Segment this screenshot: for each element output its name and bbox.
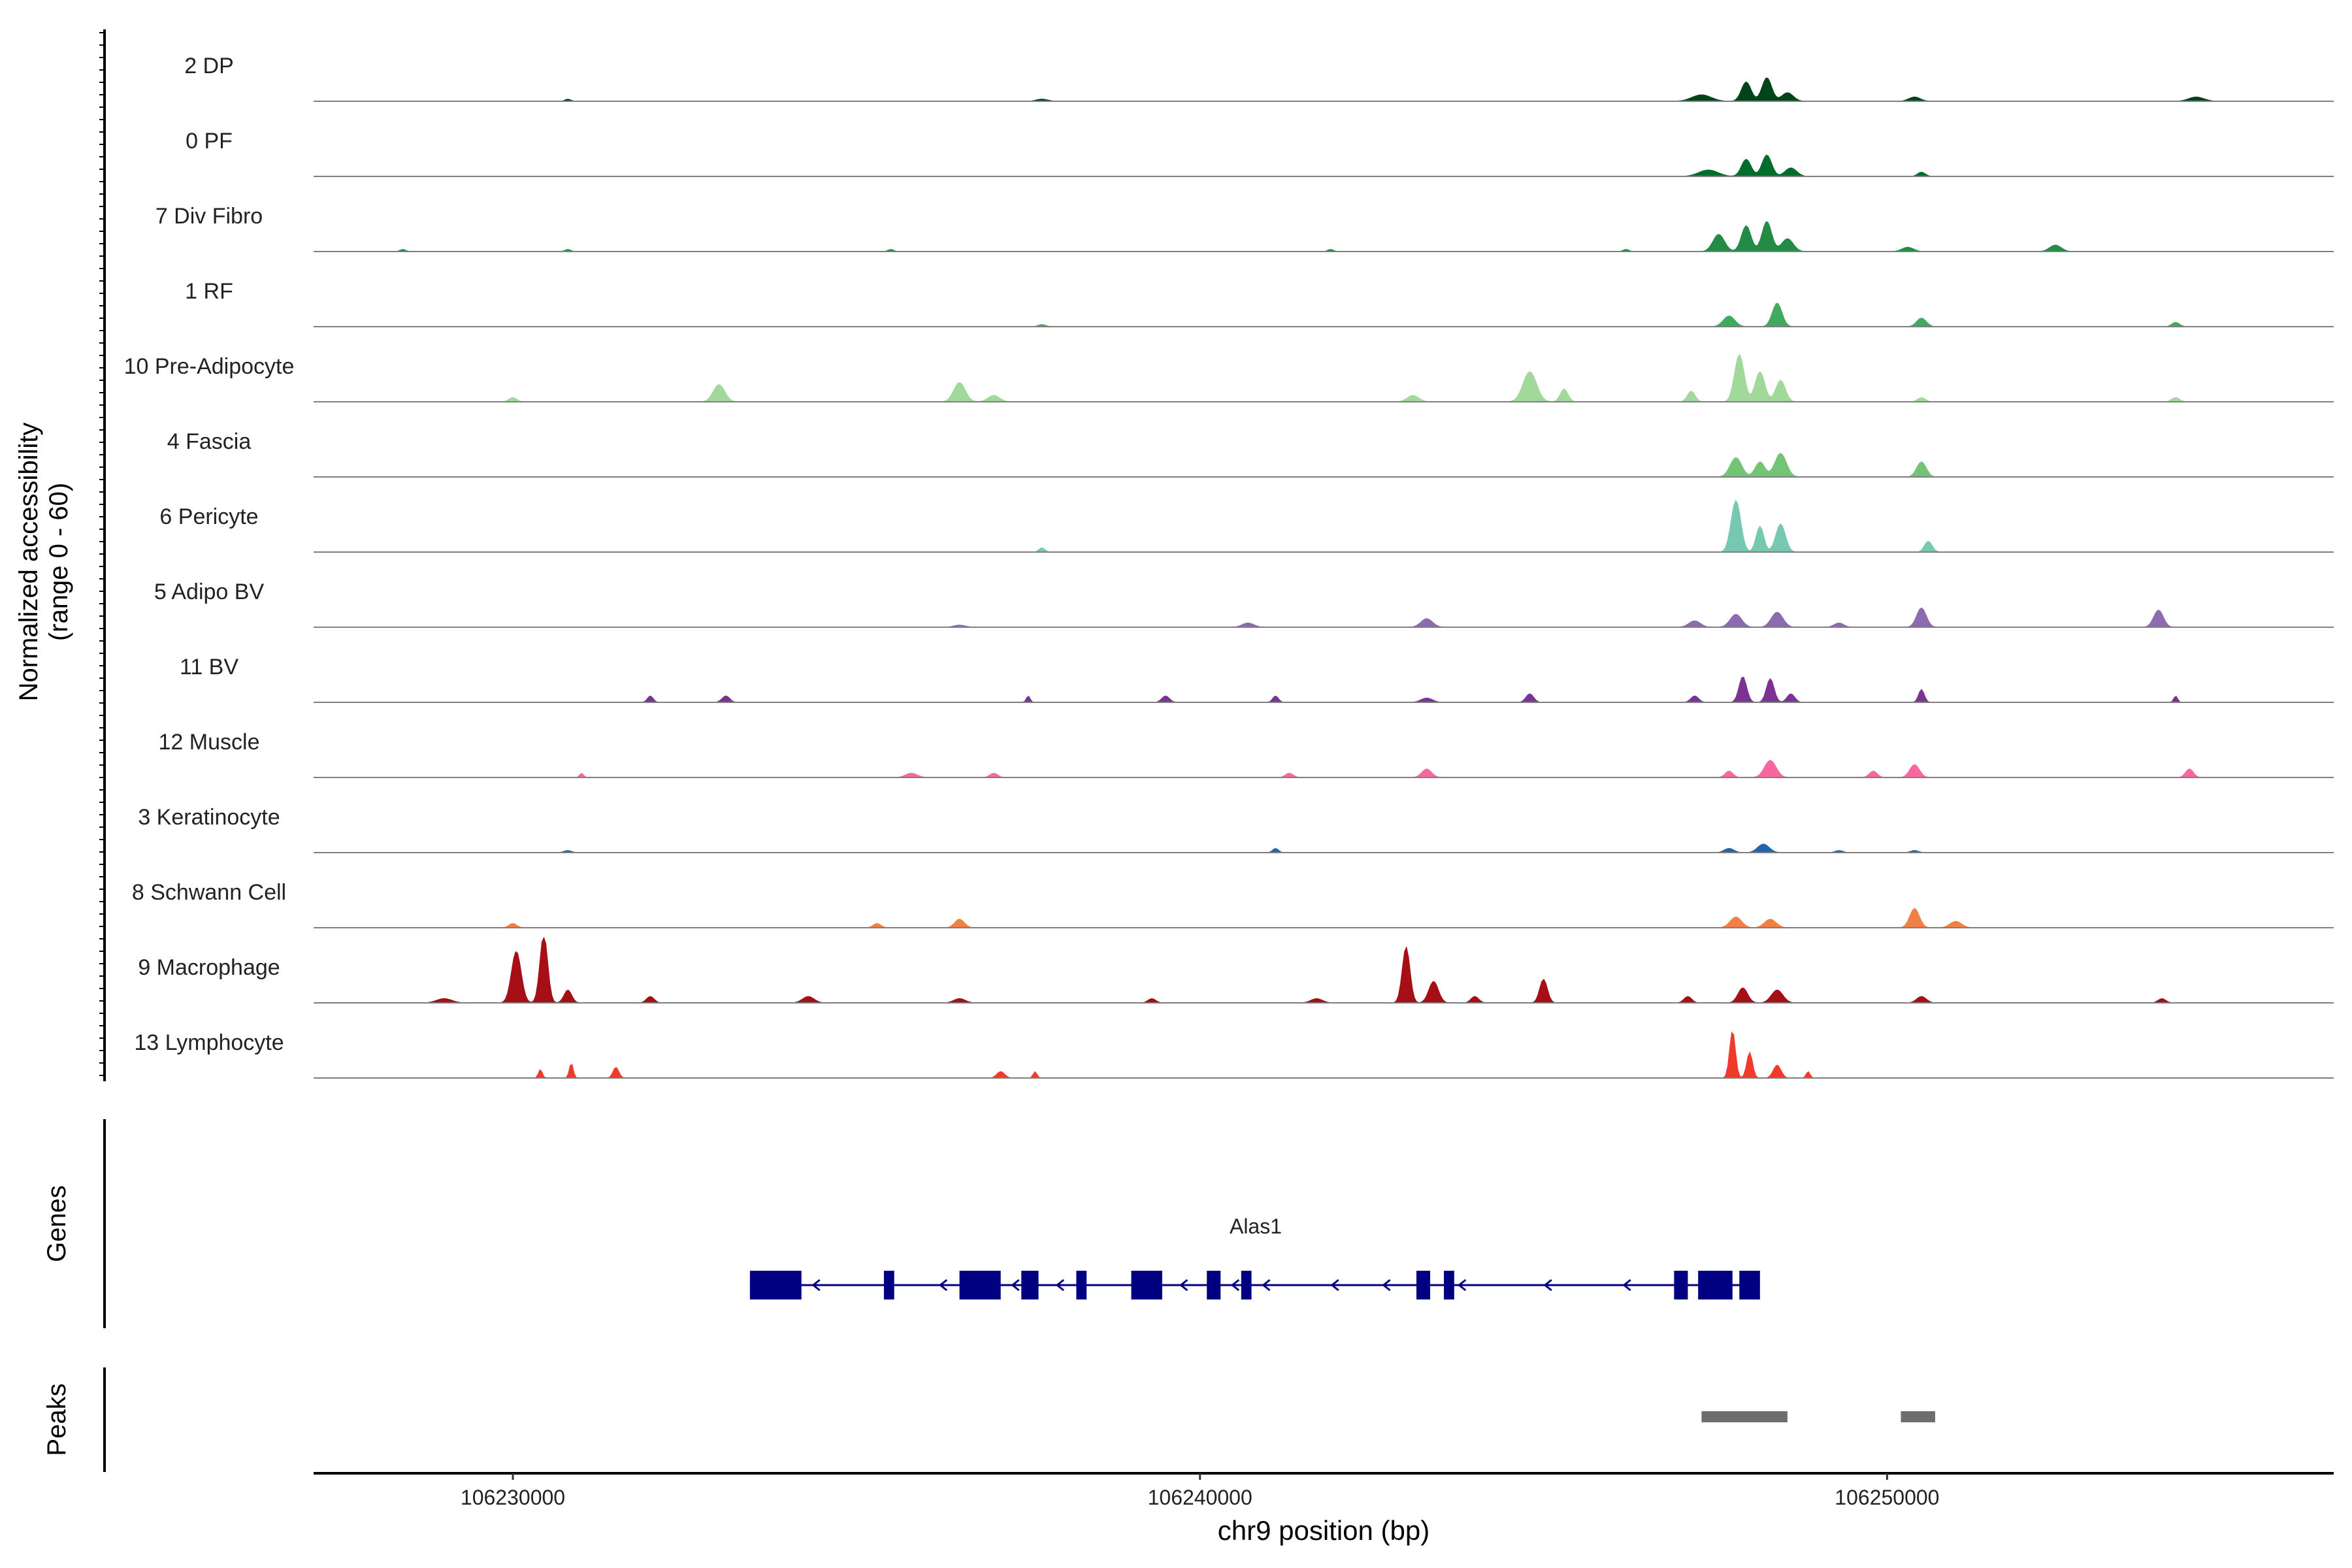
track-label: 6 Pericyte: [159, 504, 258, 529]
track-label: 7 Div Fibro: [155, 204, 263, 229]
track-9-macrophage: 9 Macrophage: [138, 936, 2334, 1004]
track-label: 3 Keratinocyte: [138, 805, 280, 830]
x-tick-label: 106230000: [461, 1486, 565, 1509]
track-4-fascia: 4 Fascia: [167, 429, 2334, 478]
gene-exon: [1674, 1271, 1688, 1299]
gene-exon: [1444, 1271, 1454, 1299]
coverage-area: [396, 353, 2265, 402]
track-label: 0 PF: [186, 129, 233, 154]
coverage-area: [396, 1031, 2265, 1079]
gene-exon: [1698, 1271, 1733, 1299]
strand-arrow: [1179, 1279, 1188, 1292]
gene-exon: [1076, 1271, 1087, 1299]
coverage-area: [395, 221, 2265, 252]
strand-arrow: [938, 1279, 948, 1292]
strand-arrow: [1262, 1279, 1271, 1292]
track-label: 1 RF: [185, 279, 233, 304]
strand-arrow: [1382, 1279, 1391, 1292]
gene-name: Alas1: [1230, 1215, 1282, 1238]
track-label: 2 DP: [184, 54, 234, 78]
track-0-pf: 0 PF: [186, 129, 2334, 177]
coverage-area: [396, 677, 2265, 703]
x-tick-label: 106250000: [1835, 1486, 1939, 1509]
gene-exon: [1416, 1271, 1431, 1299]
strand-arrow: [1457, 1279, 1467, 1292]
track-5-adipo-bv: 5 Adipo BV: [154, 580, 2334, 628]
genes-panel-title: Genes: [42, 1185, 71, 1262]
track-label: 12 Muscle: [159, 730, 260, 755]
coverage-area: [396, 303, 2265, 327]
track-6-pericyte: 6 Pericyte: [159, 499, 2334, 553]
y-axis-title: Normalized accessibility: [14, 423, 43, 702]
x-axis-title: chr9 position (bp): [1218, 1515, 1430, 1546]
track-7-div-fibro: 7 Div Fibro: [155, 204, 2334, 252]
gene-exon: [959, 1271, 1001, 1299]
track-13-lymphocyte: 13 Lymphocyte: [134, 1030, 2334, 1079]
peak-region: [1901, 1411, 1936, 1422]
track-label: 9 Macrophage: [138, 955, 280, 980]
peak-region: [1701, 1411, 1788, 1422]
track-3-keratinocyte: 3 Keratinocyte: [138, 805, 2334, 853]
track-1-rf: 1 RF: [185, 279, 2334, 327]
peak-regions: [1701, 1411, 1936, 1422]
coverage-area: [396, 760, 2265, 778]
peaks-panel-title: Peaks: [42, 1383, 71, 1456]
strand-arrow: [811, 1279, 821, 1292]
track-11-bv: 11 BV: [180, 655, 2334, 703]
y-axis-subtitle: (range 0 - 60): [44, 483, 73, 641]
gene-exon: [1021, 1271, 1039, 1299]
coverage-area: [396, 908, 2265, 928]
coverage-y-ticks: [99, 32, 105, 1076]
coverage-area: [396, 843, 2265, 853]
coverage-area: [396, 936, 2265, 1004]
track-label: 4 Fascia: [167, 429, 252, 454]
gene-exon: [883, 1271, 894, 1299]
coverage-area: [396, 154, 2265, 177]
strand-arrow: [1230, 1279, 1240, 1292]
track-8-schwann-cell: 8 Schwann Cell: [132, 880, 2334, 928]
track-10-pre-adipocyte: 10 Pre-Adipocyte: [124, 353, 2334, 402]
track-2-dp: 2 DP: [184, 54, 2334, 102]
track-label: 13 Lymphocyte: [134, 1030, 284, 1055]
coverage-area: [396, 607, 2265, 628]
x-tick-label: 106240000: [1148, 1486, 1252, 1509]
track-label: 5 Adipo BV: [154, 580, 265, 604]
gene-exon: [1739, 1271, 1760, 1299]
track-12-muscle: 12 Muscle: [159, 730, 2334, 778]
track-label: 8 Schwann Cell: [132, 880, 286, 905]
coverage-area: [396, 77, 2265, 102]
coverage-area: [396, 499, 2265, 553]
strand-arrow: [1622, 1279, 1631, 1292]
coverage-tracks: 2 DP 0 PF 7 Div Fibro 1 RF 10 Pre-Adipocyte 4…: [124, 54, 2334, 1079]
track-label: 11 BV: [180, 655, 238, 679]
track-label: 10 Pre-Adipocyte: [124, 354, 295, 379]
strand-arrow: [1543, 1279, 1552, 1292]
gene-model-alas1: [749, 1271, 1760, 1299]
coverage-area: [396, 453, 2265, 478]
strand-arrow: [1055, 1279, 1065, 1292]
strand-arrow: [1330, 1279, 1339, 1292]
gene-exon: [1241, 1271, 1252, 1299]
strand-arrow: [1011, 1279, 1020, 1292]
gene-exon: [1207, 1271, 1221, 1299]
gene-exon: [749, 1271, 802, 1299]
gene-exon: [1131, 1271, 1162, 1299]
x-axis-ticks: 106230000 106240000 106250000: [461, 1473, 1939, 1509]
